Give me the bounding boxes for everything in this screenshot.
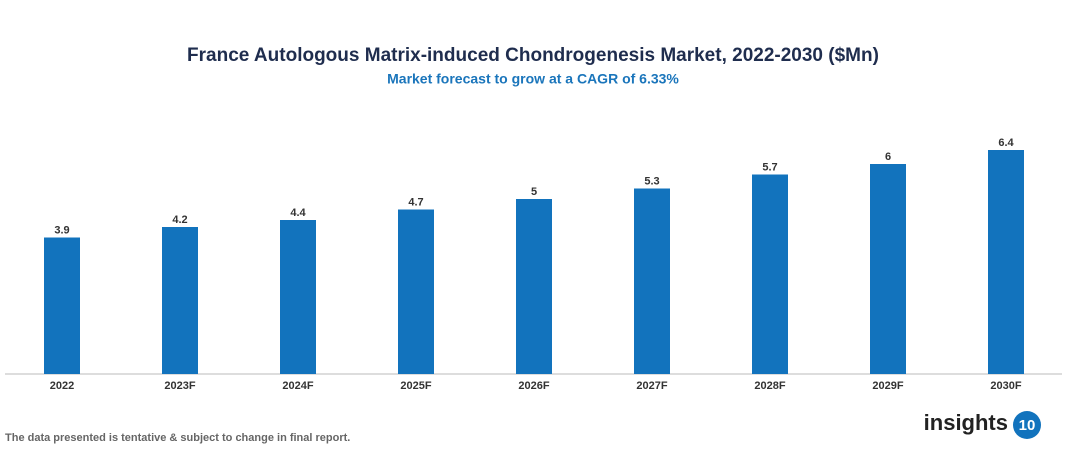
chart-title: France Autologous Matrix-induced Chondro… — [187, 45, 879, 66]
value-label: 6 — [885, 151, 891, 163]
bar — [870, 164, 906, 374]
value-label: 6.4 — [998, 137, 1014, 149]
brand-name: insights — [924, 410, 1008, 435]
brand-number: 10 — [1019, 417, 1036, 434]
value-label: 4.2 — [172, 214, 187, 226]
x-tick-label: 2029F — [872, 380, 903, 392]
bar — [398, 209, 434, 374]
x-tick-label: 2027F — [636, 380, 667, 392]
x-tick-label: 2028F — [754, 380, 785, 392]
bar — [516, 199, 552, 374]
x-tick-label: 2024F — [282, 380, 313, 392]
x-tick-label: 2023F — [164, 380, 195, 392]
value-label: 5.3 — [644, 175, 659, 187]
bar — [634, 188, 670, 374]
value-label: 5.7 — [762, 161, 777, 173]
footer-note: The data presented is tentative & subjec… — [5, 432, 350, 444]
bar — [752, 174, 788, 374]
value-label: 5 — [531, 186, 537, 198]
brand-badge — [1013, 411, 1041, 439]
x-tick-label: 2025F — [400, 380, 431, 392]
bar — [44, 237, 80, 374]
x-tick-label: 2022 — [50, 380, 74, 392]
bar — [280, 220, 316, 374]
bar — [988, 150, 1024, 374]
chart-subtitle: Market forecast to grow at a CAGR of 6.3… — [387, 71, 679, 87]
x-tick-label: 2030F — [990, 380, 1021, 392]
value-label: 3.9 — [54, 224, 69, 236]
value-label: 4.4 — [290, 207, 306, 219]
bar — [162, 227, 198, 374]
x-tick-label: 2026F — [518, 380, 549, 392]
value-label: 4.7 — [408, 196, 423, 208]
